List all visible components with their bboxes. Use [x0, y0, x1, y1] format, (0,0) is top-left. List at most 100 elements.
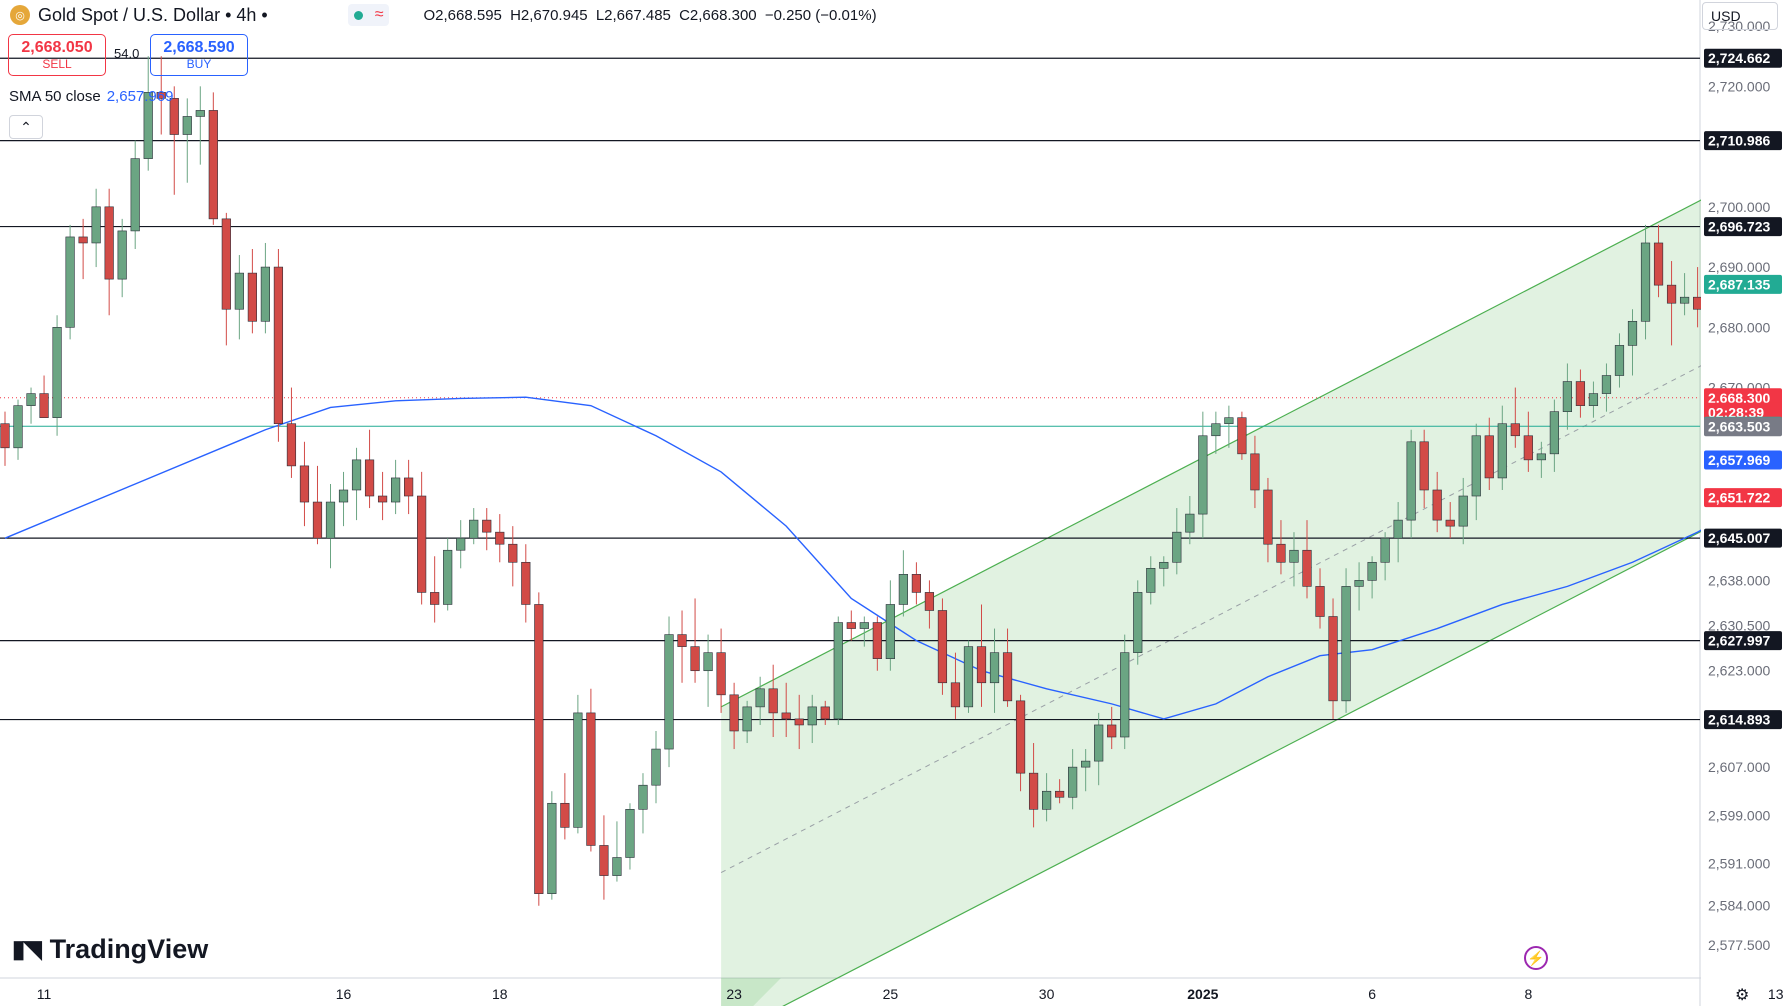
candle-body [1588, 393, 1599, 406]
candle [924, 580, 935, 629]
candle [1276, 520, 1286, 575]
candle-body [221, 218, 231, 310]
candle [755, 676, 765, 725]
candle-body [1484, 435, 1494, 479]
symbol-title[interactable]: Gold Spot / U.S. Dollar • 4h • [38, 4, 268, 25]
candle [950, 652, 961, 719]
candle-body [768, 688, 778, 714]
price-tick-label: 2,680.000 [1708, 319, 1770, 335]
candle [664, 616, 674, 768]
candle-body [781, 712, 791, 720]
candle-body [260, 266, 271, 322]
candle [1471, 423, 1481, 521]
buy-button[interactable]: 2,668.590 BUY [150, 34, 248, 76]
candle-body [312, 501, 323, 539]
candle [351, 447, 362, 521]
candle-body [950, 682, 961, 708]
candle [833, 616, 843, 725]
candle-body [898, 574, 908, 605]
candle [286, 387, 297, 478]
candle [781, 682, 791, 738]
candle-body [39, 393, 49, 418]
candle [534, 592, 544, 906]
candle-body [1367, 561, 1377, 581]
candle-body [117, 230, 127, 280]
candle-body [547, 802, 557, 894]
buy-label: BUY [186, 57, 212, 71]
collapse-legend-button[interactable]: ⌃ [9, 115, 43, 139]
candle-body [443, 549, 453, 605]
candle-body [1302, 549, 1312, 587]
price-tick-label: 2,630.500 [1708, 618, 1770, 634]
candle-body [859, 622, 869, 629]
candle-body [1640, 242, 1651, 322]
settings-gear-icon[interactable]: ⚙ [1735, 987, 1750, 1004]
price-label-bg [1704, 48, 1782, 68]
candle-body [1042, 790, 1052, 810]
candle-body [1224, 417, 1234, 425]
ohlc-open: O2,668.595 [423, 6, 502, 24]
candle-body [625, 809, 635, 858]
candle-body [1094, 724, 1104, 762]
time-tick-label: 6 [1368, 986, 1376, 1002]
candle [195, 86, 205, 165]
market-status[interactable]: ≈ [347, 4, 390, 26]
currency-select[interactable]: USD [1702, 2, 1778, 30]
gold-symbol-icon: ◎ [10, 5, 30, 25]
time-tick-label: 8 [1524, 986, 1532, 1002]
candle-body [1419, 441, 1429, 491]
candle-body [351, 459, 362, 491]
price-label-bg [1704, 274, 1782, 294]
candle-body [1432, 489, 1442, 521]
candle [1120, 634, 1130, 750]
candle [221, 212, 231, 346]
candle-body [1458, 495, 1468, 527]
candle-body [1523, 435, 1533, 461]
candle-body [325, 501, 336, 539]
sma-legend[interactable]: SMA 50 close 2,657.969 [9, 88, 173, 105]
price-label: 2,627.997 [1708, 633, 1770, 649]
candle-body [885, 604, 895, 659]
candle [78, 218, 88, 280]
candle-body [521, 561, 531, 605]
price-tick-label: 2,584.000 [1708, 898, 1770, 914]
candle [1055, 779, 1065, 804]
candle [390, 459, 401, 515]
lightning-icon[interactable]: ⚡ [1524, 946, 1548, 970]
candle-body [1393, 519, 1403, 539]
candle-body [1107, 724, 1117, 738]
candle [1614, 333, 1625, 388]
candle-body [1250, 453, 1260, 491]
candle-body [130, 158, 140, 232]
time-tick-label: 25 [883, 986, 899, 1002]
candle [1042, 773, 1052, 822]
candle [976, 604, 987, 707]
candle [729, 682, 739, 750]
candle-body [377, 495, 388, 503]
time-tick-label: 13 [1768, 986, 1784, 1002]
price-label: 2,614.893 [1708, 712, 1770, 728]
candle [39, 375, 49, 418]
candle [1640, 224, 1651, 340]
candle-body [716, 652, 726, 696]
candle-body [1015, 700, 1026, 774]
sell-price: 2,668.050 [21, 39, 93, 56]
candle-body [1679, 296, 1690, 304]
candle [547, 791, 557, 900]
candle-body [65, 236, 75, 328]
candle [521, 544, 531, 623]
market-open-icon [353, 10, 363, 20]
candle-body [364, 459, 375, 497]
regression-channel [720, 154, 1788, 1006]
price-tick-label: 2,690.000 [1708, 259, 1770, 275]
candle-body [976, 646, 987, 684]
price-tick-label: 2,700.000 [1708, 199, 1770, 215]
time-tick-label: 11 [37, 986, 52, 1002]
candle-body [989, 652, 1000, 684]
candle-body [1380, 537, 1390, 563]
sell-button[interactable]: 2,668.050 SELL [8, 34, 106, 76]
tradingview-logo[interactable]: ▮◥ TradingView [12, 934, 208, 965]
candle [716, 628, 726, 713]
